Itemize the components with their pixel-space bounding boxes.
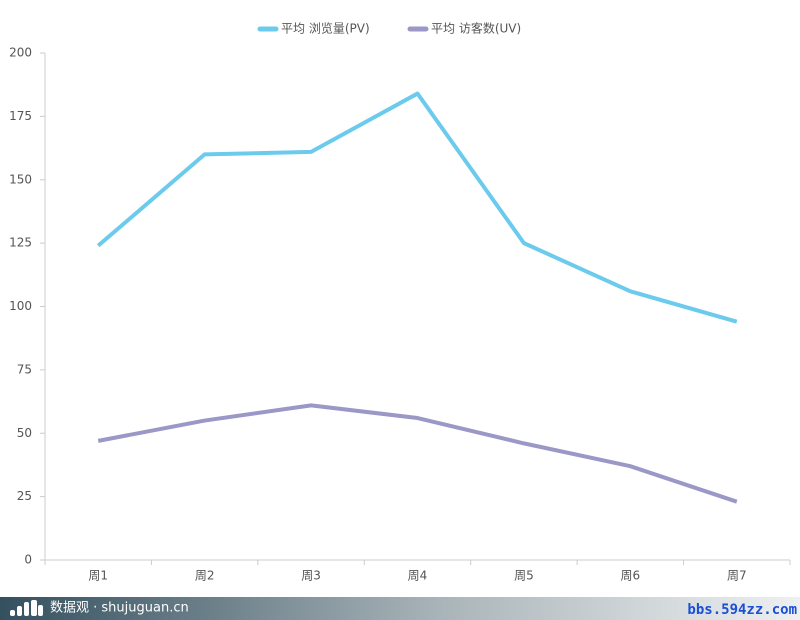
y-tick-label: 75 (17, 362, 32, 376)
y-tick-label: 200 (9, 46, 32, 60)
watermark: bbs.594zz.com (687, 602, 797, 618)
x-tick-label: 周7 (727, 569, 747, 583)
x-tick-label: 周4 (408, 569, 428, 583)
y-tick-label: 50 (17, 426, 32, 440)
y-tick-label: 100 (9, 299, 32, 313)
line (97, 403, 738, 504)
footer-bar (0, 597, 800, 620)
line (96, 91, 738, 324)
x-tick-label: 周6 (621, 569, 641, 583)
y-tick-label: 125 (9, 236, 32, 250)
x-tick-label: 周1 (88, 569, 108, 583)
footer-brand: 数据观 · shujuguan.cn (50, 601, 189, 616)
y-tick-label: 25 (17, 489, 32, 503)
y-tick-label: 175 (9, 109, 32, 123)
legend-label: 平均 浏览量(PV) (281, 21, 370, 36)
footer-logo (10, 600, 43, 616)
x-tick-label: 周5 (514, 569, 534, 583)
y-tick-label: 0 (24, 553, 32, 567)
y-tick-label: 150 (9, 172, 32, 186)
x-tick-label: 周3 (301, 569, 321, 583)
legend-label: 平均 访客数(UV) (431, 21, 521, 36)
x-tick-label: 周2 (195, 569, 215, 583)
